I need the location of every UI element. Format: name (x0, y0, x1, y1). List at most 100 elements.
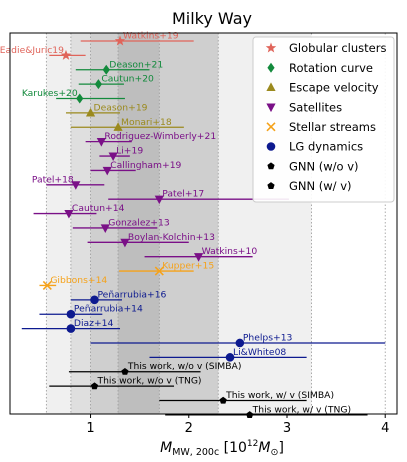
legend-label: Rotation curve (289, 61, 373, 75)
data-point-label: Li&White08 (233, 347, 286, 358)
data-point-marker (235, 338, 245, 348)
legend-marker (267, 162, 275, 170)
data-row: Li&White08 (149, 347, 307, 362)
data-row: This work, w/o v (TNG) (49, 376, 202, 390)
data-row: Deason+19 (65, 102, 148, 117)
x-axis-label: MMW, 200c [1012M⊙] (160, 439, 284, 458)
data-point-label: Peñarrubia+16 (97, 289, 166, 300)
data-point-marker (120, 238, 130, 248)
data-point-label: Callingham+19 (110, 160, 181, 171)
legend: Globular clusters Rotation curve Escape ve… (252, 36, 395, 203)
legend-marker (266, 122, 276, 132)
data-row: Cautun+20 (78, 74, 154, 90)
legend-label: GNN (w/ v) (289, 179, 352, 193)
shaded-band (90, 33, 219, 414)
data-point-label: Patel+17 (162, 189, 204, 200)
legend-item: GNN (w/o v) (267, 159, 359, 173)
data-point-label: This work, w/ v (SIMBA) (225, 390, 334, 401)
legend-item: Globular clusters (265, 41, 386, 55)
data-point-label: Gibbons+14 (50, 275, 107, 286)
legend-marker (266, 142, 276, 151)
legend-label: Globular clusters (289, 41, 386, 55)
data-point-marker (121, 367, 129, 375)
legend-box (252, 36, 395, 203)
legend-marker (267, 182, 275, 189)
data-row: Deason+21 (75, 59, 163, 75)
data-point-label: Cautun+14 (72, 203, 125, 214)
legend-label: Escape velocity (289, 81, 379, 95)
legend-marker (265, 42, 277, 53)
legend-label: GNN (w/o v) (289, 159, 359, 173)
data-row: Phelps+13 (90, 332, 386, 348)
legend-label: LG dynamics (289, 140, 363, 154)
data-point-marker (114, 35, 126, 46)
data-point-marker (113, 122, 123, 131)
data-point-marker (60, 49, 72, 60)
data-point-marker (90, 382, 99, 390)
x-axis-ticks: 1 2 3 4 (86, 414, 389, 436)
data-point-marker (90, 295, 99, 305)
data-point-label: This work, w/ v (TNG) (252, 404, 351, 415)
measurement-rows: Watkins+19 Eadie&Juric19 Deason+21 Cautun+2… (0, 31, 386, 418)
data-row: This work, w/o v (SIMBA) (68, 361, 242, 375)
legend-label: Stellar streams (289, 120, 376, 134)
data-row: Patel+18 (32, 174, 105, 190)
data-point-label: This work, w/o v (TNG) (96, 376, 201, 387)
data-point-marker (108, 152, 118, 162)
data-point-label: Deason+21 (109, 59, 163, 70)
data-point-label: Gonzalez+13 (108, 217, 170, 228)
data-point-marker (246, 411, 254, 418)
data-point-marker (193, 253, 204, 262)
data-point-marker (96, 138, 106, 147)
data-point-label: Deason+19 (94, 102, 148, 113)
legend-item: Escape velocity (266, 81, 379, 95)
data-point-marker (219, 396, 227, 404)
data-point-marker (64, 209, 74, 219)
data-point-label: Monari+18 (121, 117, 172, 128)
data-row: Watkins+10 (144, 246, 258, 262)
data-point-label: Watkins+10 (202, 246, 258, 257)
legend-item: GNN (w/ v) (267, 179, 352, 193)
data-point-marker (102, 166, 112, 176)
data-row: Li+19 (99, 146, 143, 162)
data-point-marker (66, 324, 76, 333)
data-point-label: Kupper+15 (162, 261, 214, 272)
data-row: This work, w/ v (TNG) (165, 404, 368, 418)
data-point-label: Diaz+14 (74, 318, 114, 329)
data-row: Cautun+14 (33, 203, 125, 219)
data-point-marker (42, 280, 52, 291)
data-point-marker (71, 181, 81, 190)
data-point-label: Peñarrubia+14 (74, 304, 143, 315)
data-point-label: This work, w/o v (SIMBA) (127, 361, 242, 372)
data-row: Rodriguez-Wimberly+21 (85, 131, 216, 147)
plot-frame (9, 32, 398, 415)
data-point-label: Eadie&Juric19 (0, 45, 64, 56)
data-point-marker (154, 266, 164, 276)
data-row: Gonzalez+13 (72, 217, 170, 233)
data-point-marker (94, 79, 103, 90)
data-row: Kupper+15 (119, 261, 214, 276)
data-row: Diaz+14 (21, 318, 121, 333)
data-point-marker (225, 353, 235, 362)
data-point-marker (85, 107, 96, 117)
data-row: Karukes+20 (22, 88, 125, 104)
legend-marker (266, 82, 276, 91)
data-point-marker (102, 64, 110, 75)
legend-marker (266, 103, 276, 113)
data-point-marker (154, 195, 164, 205)
x-tick-label: 3 (283, 421, 291, 436)
data-point-label: Karukes+20 (22, 88, 78, 99)
data-point-label: Boylan-Kolchin+13 (128, 232, 215, 243)
legend-marker (267, 62, 275, 73)
legend-label: Satellites (289, 100, 342, 114)
data-row: Eadie&Juric19 (0, 45, 86, 60)
data-point-marker (66, 309, 76, 319)
data-point-marker (76, 93, 84, 104)
data-point-label: Patel+18 (32, 174, 74, 185)
x-tick-label: 1 (86, 421, 94, 436)
data-point-label: Cautun+20 (101, 74, 154, 85)
data-point-label: Li+19 (116, 146, 143, 157)
data-row: Boylan-Kolchin+13 (87, 232, 215, 248)
data-point-label: Watkins+19 (123, 31, 179, 42)
